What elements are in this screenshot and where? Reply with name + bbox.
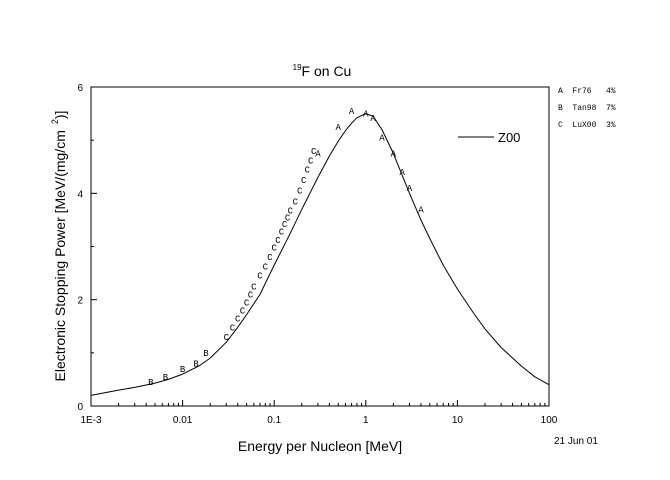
x-tick-label: 1 [363, 415, 369, 426]
y-tick-label: 0 [77, 402, 83, 413]
marker-fr76: A [418, 205, 424, 215]
chart-title-superscript: 19 [293, 63, 302, 72]
marker-lux00: C [275, 236, 281, 246]
marker-fr76: A [370, 114, 376, 124]
marker-lux00: C [301, 176, 307, 186]
marker-lux00: C [293, 197, 299, 207]
y-axis-label-superscript: 2 [50, 119, 60, 124]
y-axis-ticks: 0 2 4 6 [77, 83, 97, 413]
y-axis-label: Electronic Stopping Power [MeV/(mg/cm 2)] [50, 111, 68, 382]
y-tick-label: 2 [77, 296, 83, 307]
y-axis-label-close: )] [52, 111, 68, 120]
marker-tan98: B [180, 365, 186, 375]
x-tick-label: 0.01 [173, 415, 193, 426]
marker-lux00: C [305, 165, 311, 175]
legend-entry-a: A Fr76 4% [558, 87, 616, 96]
line-layer [90, 113, 550, 396]
marker-lux00: C [240, 306, 246, 316]
marker-fr76: A [400, 168, 406, 178]
y-axis-label-main: Electronic Stopping Power [MeV/(mg/cm [52, 130, 68, 381]
marker-lux00: C [244, 298, 250, 308]
legend-entry-b: B Tan98 7% [558, 104, 616, 113]
marker-tan98: B [203, 349, 209, 359]
x-tick-label: 10 [452, 415, 464, 426]
marker-fr76: A [349, 107, 355, 117]
x-axis-ticks: 1E-3 0.01 0.1 1 10 100 [80, 400, 558, 426]
marker-lux00: C [224, 333, 230, 343]
y-tick-label: 6 [77, 83, 83, 94]
x-axis-label: Energy per Nucleon [MeV] [238, 438, 402, 454]
date-label: 21 Jun 01 [554, 436, 598, 447]
chart-title: 19F on Cu [293, 63, 352, 79]
x-tick-label: 1E-3 [80, 415, 102, 426]
marker-tan98: B [163, 373, 169, 383]
marker-lux00: C [271, 244, 277, 254]
marker-lux00: C [267, 253, 273, 263]
marker-fr76: A [391, 149, 397, 159]
marker-tan98: B [148, 378, 154, 388]
marker-lux00: C [235, 314, 241, 324]
legend-line-label: Z00 [498, 130, 520, 145]
marker-lux00: C [257, 272, 263, 282]
marker-lux00: C [282, 220, 288, 230]
marker-lux00: C [308, 156, 314, 166]
marker-fr76: A [363, 110, 369, 120]
x-tick-label: 0.1 [267, 415, 281, 426]
marker-lux00: C [263, 263, 269, 273]
marker-fr76: A [379, 134, 385, 144]
marker-lux00: C [297, 187, 303, 197]
marker-lux00: C [279, 228, 285, 238]
legend-entry-c: C LuX00 3% [558, 121, 616, 130]
marker-lux00: C [285, 213, 291, 223]
marker-lux00: C [230, 323, 236, 333]
marker-lux00: C [288, 206, 294, 216]
chart-title-main: F on Cu [302, 63, 352, 79]
marker-lux00: C [248, 290, 254, 300]
x-tick-label: 100 [541, 415, 558, 426]
marker-fr76: A [336, 123, 342, 133]
y-tick-label: 4 [77, 189, 83, 200]
series-line-z00 [90, 113, 550, 396]
marker-lux00: C [311, 147, 317, 157]
marker-lux00: C [251, 282, 257, 292]
marker-fr76: A [407, 184, 413, 194]
marker-tan98: B [193, 359, 199, 369]
marker-fr76: A [315, 149, 321, 159]
